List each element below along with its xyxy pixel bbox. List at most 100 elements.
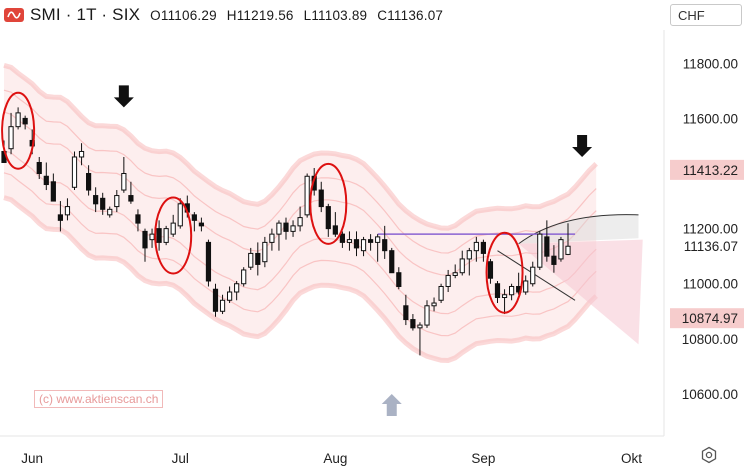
decline-trend-line (497, 250, 576, 301)
price-tick-label: 10800.00 (682, 332, 738, 347)
candle-up (558, 239, 564, 260)
black-down-arrow-icon (572, 134, 593, 157)
candle-up (375, 236, 381, 243)
candle-up (523, 280, 529, 293)
time-tick-label: Okt (621, 451, 642, 466)
candle-down (142, 230, 148, 249)
candle-down (339, 233, 345, 243)
candle-up (78, 150, 85, 158)
candle-up (177, 203, 183, 227)
close-value: C11136.07 (377, 7, 444, 23)
candle-down (382, 239, 388, 252)
candle-down (396, 272, 402, 287)
candle-down (93, 195, 99, 205)
candle-up (15, 112, 21, 128)
candle-down (43, 175, 49, 186)
candle-down (22, 117, 28, 125)
candle-up (107, 208, 113, 216)
candle-down (325, 206, 331, 230)
chart-header: SMI · 1T · SIX O11106.29 H11219.56 L1110… (4, 4, 453, 26)
candle-down (156, 228, 162, 243)
candle-up (509, 285, 515, 296)
upper-projection-line (518, 214, 639, 245)
candle-up (452, 272, 458, 276)
price-badge-label: 10874.97 (682, 311, 738, 326)
candle-down (410, 319, 416, 329)
signal-circle (1, 91, 36, 170)
candle-down (353, 239, 360, 249)
price-tick-label: 11600.00 (683, 111, 738, 126)
candle-down (100, 197, 106, 210)
candle-down (191, 214, 197, 221)
signal-circle (154, 196, 193, 275)
candle-up (459, 258, 465, 274)
candle-down (50, 181, 56, 202)
candle-down (487, 261, 494, 279)
low-value: L11103.89 (303, 7, 368, 23)
candle-up (530, 266, 536, 285)
price-tick-label: 11000.00 (683, 277, 738, 292)
time-tick-label: Jun (21, 451, 43, 466)
candle-up (121, 173, 127, 191)
candle-up (346, 239, 353, 243)
candle-up (114, 195, 120, 208)
candle-up (466, 250, 472, 260)
candle-down (198, 222, 205, 227)
candle-down (318, 189, 324, 208)
candle-up (417, 324, 423, 329)
candle-up (163, 228, 169, 243)
candle-down (205, 241, 212, 282)
envelope-line (3, 89, 597, 254)
envelope-line (3, 195, 598, 364)
envelope-line (3, 62, 598, 231)
candle-up (276, 222, 282, 235)
currency-select[interactable]: CHF (670, 4, 742, 26)
envelope-line (3, 172, 597, 337)
candle-up (219, 299, 226, 312)
black-down-arrow-icon (113, 85, 134, 108)
high-value: H11219.56 (226, 7, 294, 23)
smi-logo-icon (4, 8, 24, 22)
gray-up-arrow-icon (381, 393, 402, 416)
candle-up (424, 305, 430, 326)
symbol-label: SMI · 1T · SIX (30, 5, 141, 24)
price-tick-label: 11800.00 (683, 56, 738, 71)
candle-down (403, 305, 409, 321)
candle-down (212, 288, 219, 312)
price-tick-label: 10600.00 (682, 387, 738, 402)
candle-down (57, 214, 63, 221)
candle-up (234, 283, 240, 293)
price-badge (670, 159, 744, 180)
candle-up (565, 245, 571, 255)
candle-up (431, 302, 437, 307)
candle-up (438, 285, 444, 301)
candle-up (262, 241, 268, 263)
candle-down (389, 250, 395, 274)
candle-up (445, 274, 451, 287)
candle-down (255, 252, 261, 265)
candle-up (360, 239, 367, 252)
signal-circle (309, 162, 348, 245)
candle-down (480, 241, 486, 254)
signal-circle (485, 231, 524, 314)
open-value: O11106.29 (150, 7, 217, 23)
candle-up (71, 156, 78, 188)
candle-up (64, 206, 71, 216)
lower-projection-cone (518, 239, 643, 345)
candle-up (473, 241, 479, 252)
candle-down (36, 161, 42, 175)
candle-up (170, 222, 176, 235)
candle-up (8, 126, 14, 150)
candle-up (248, 252, 254, 268)
candle-up (269, 233, 275, 243)
candle-up (297, 217, 303, 227)
price-tick-label: 11200.00 (683, 222, 738, 237)
settings-hexagon-icon[interactable] (700, 446, 718, 464)
candle-up (227, 291, 233, 301)
candle-up (149, 233, 155, 241)
candle-up (290, 225, 296, 232)
candle-up (304, 175, 310, 216)
price-badge (670, 308, 744, 329)
candle-down (332, 225, 338, 235)
